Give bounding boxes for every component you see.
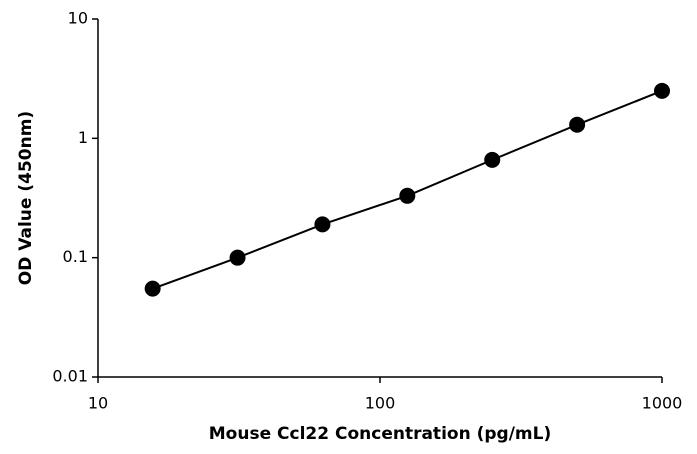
y-tick-label: 0.01 [52, 367, 88, 386]
y-axis-title: OD Value (450nm) [16, 111, 36, 285]
data-point [654, 82, 670, 99]
x-tick-label: 100 [365, 394, 396, 413]
data-point [229, 249, 246, 266]
y-tick-label: 1 [78, 128, 88, 147]
x-axis-title: Mouse Ccl22 Concentration (pg/mL) [209, 424, 551, 444]
x-tick-label: 10 [88, 394, 108, 413]
data-point [569, 116, 586, 133]
y-tick-label: 10 [68, 9, 88, 28]
x-tick-label: 1000 [642, 394, 683, 413]
data-point [399, 187, 416, 204]
data-point [314, 216, 331, 233]
y-tick-label: 0.1 [63, 247, 88, 266]
data-point [144, 280, 161, 297]
data-point [484, 151, 501, 168]
